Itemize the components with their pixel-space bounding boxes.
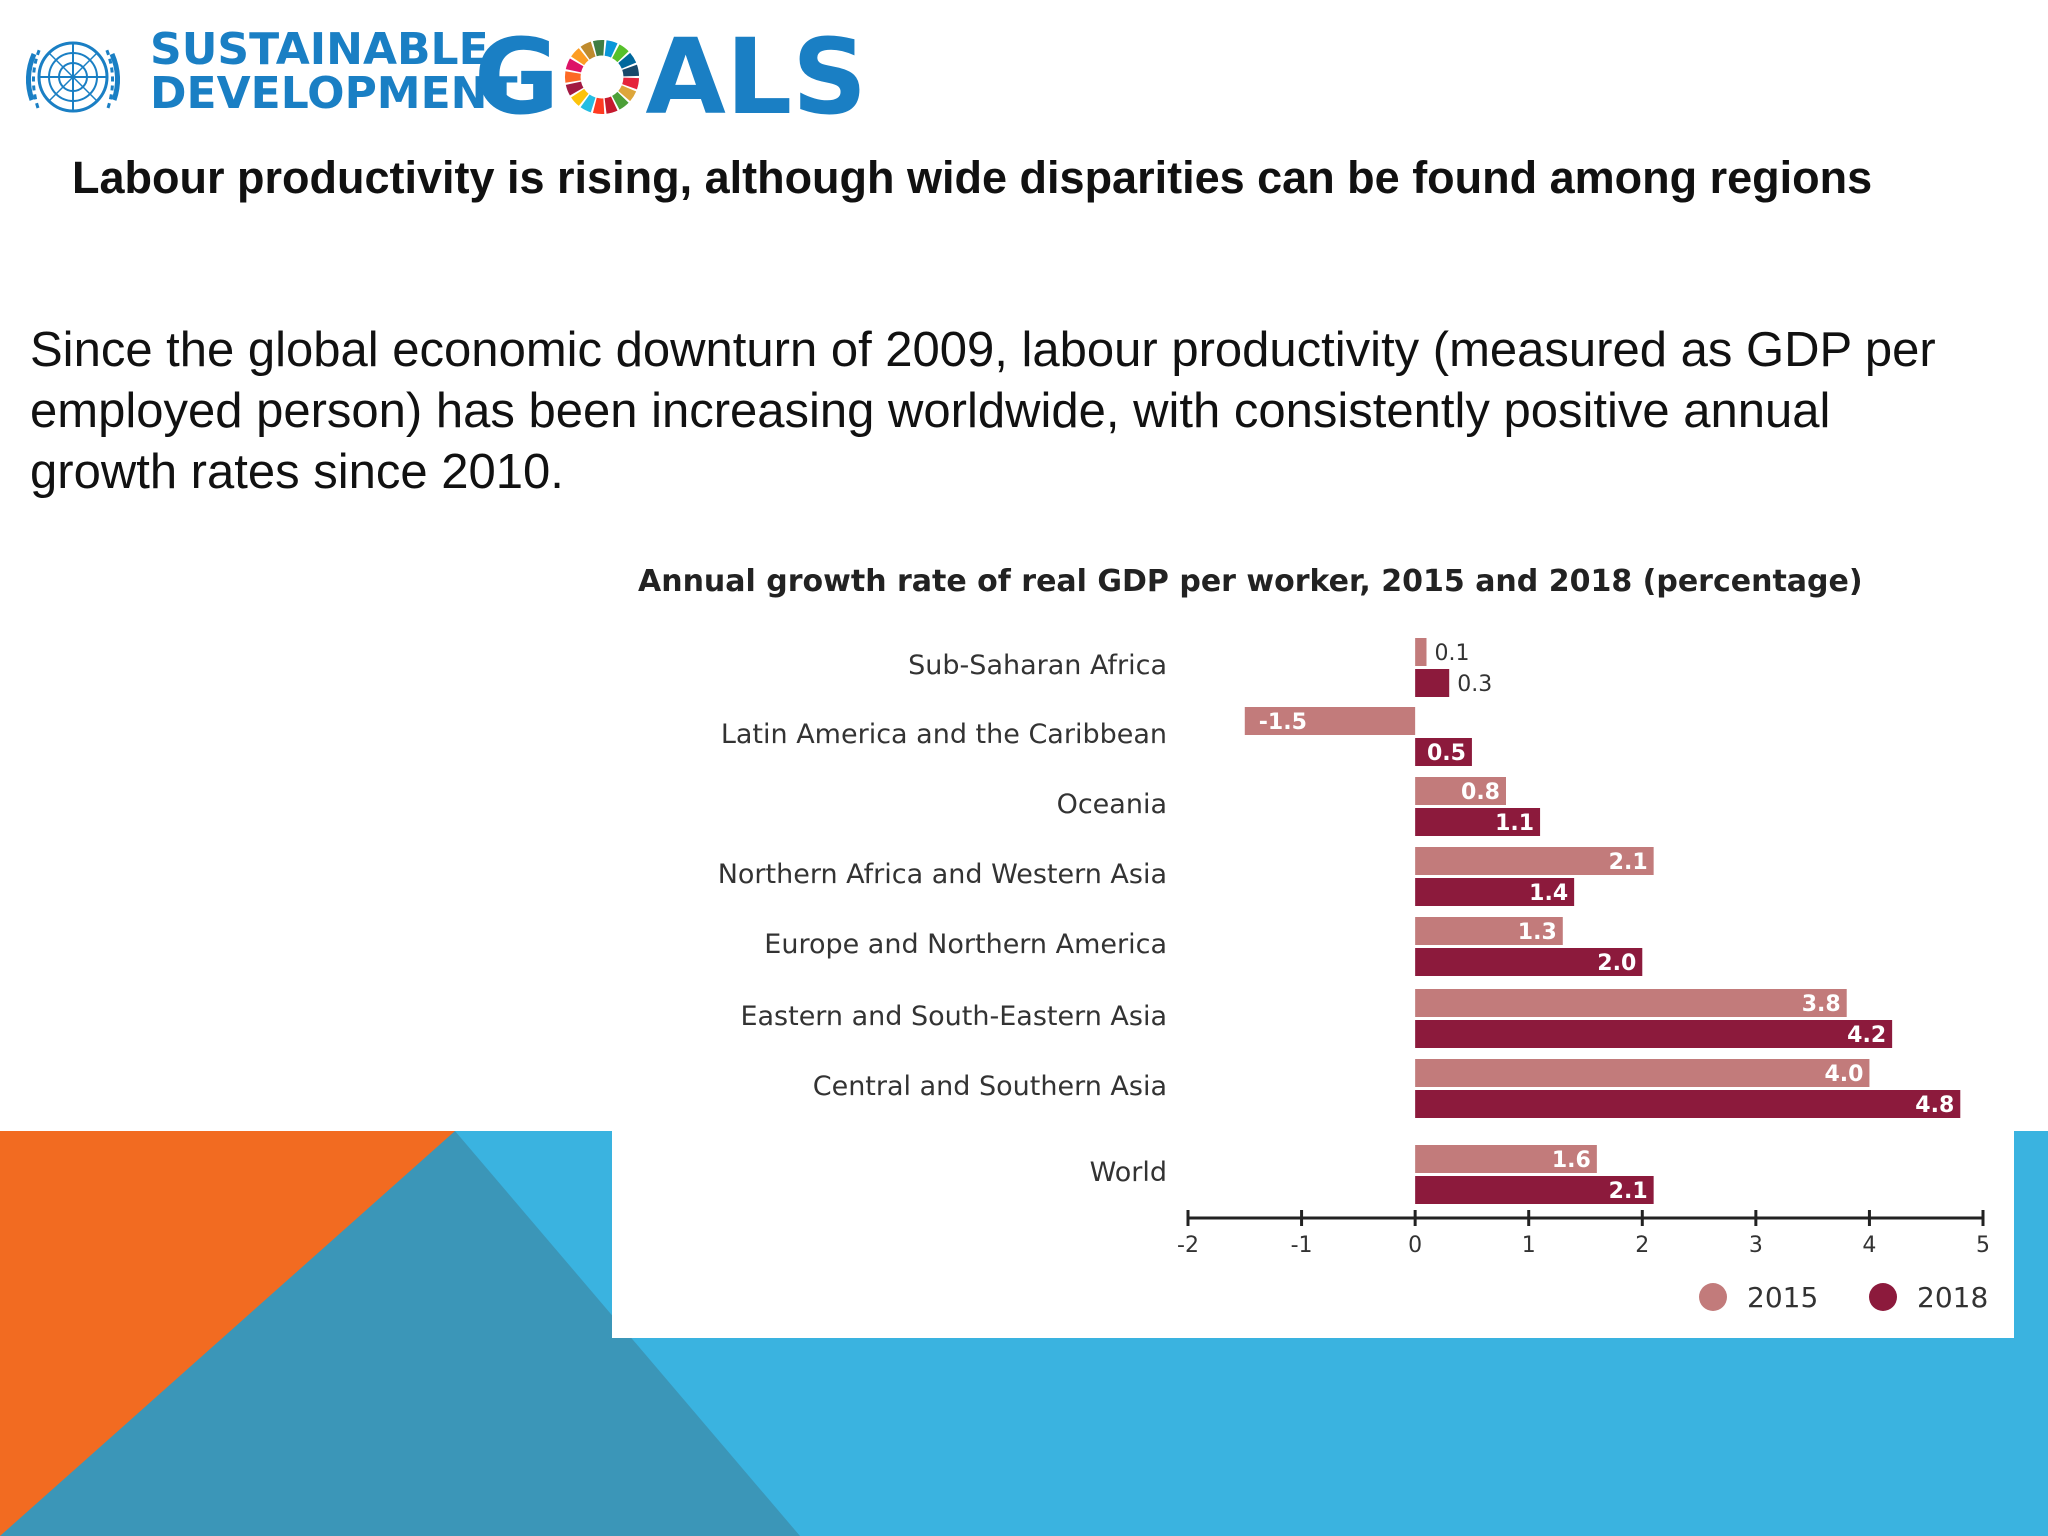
logo-goals-g: G: [474, 16, 560, 138]
data-label: -1.5: [1259, 710, 1307, 735]
data-label: 0.1: [1435, 641, 1470, 666]
x-tick-label: 5: [1976, 1233, 1990, 1258]
data-label: 3.8: [1802, 992, 1841, 1017]
data-label: 2.1: [1609, 1179, 1648, 1204]
orange-triangle: [0, 1131, 455, 1536]
bar-2015: [1415, 847, 1654, 875]
x-tick-label: 2: [1635, 1233, 1649, 1258]
sdg-wheel-segment: [571, 88, 589, 106]
sdg-wheel-segment: [580, 94, 596, 113]
bar-2018: [1415, 738, 1472, 766]
bar-2015: [1415, 638, 1427, 666]
bar-2015: [1415, 1145, 1597, 1173]
data-label: 0.8: [1461, 780, 1500, 805]
x-tick-label: 4: [1862, 1233, 1876, 1258]
sdg-wheel-segment: [580, 41, 596, 60]
bar-2018: [1415, 808, 1541, 836]
data-label: 4.8: [1915, 1093, 1954, 1118]
category-label: Europe and Northern America: [764, 929, 1167, 960]
x-tick-label: 3: [1749, 1233, 1763, 1258]
category-label: Central and Southern Asia: [813, 1071, 1167, 1102]
legend-swatch-2018: [1869, 1283, 1897, 1311]
sdg-logo: SUSTAINABLE DEVELOPMENT G ALS: [18, 22, 867, 132]
bar-2015: [1415, 1059, 1870, 1087]
bar-2015: [1244, 707, 1416, 735]
category-label: Eastern and South-Eastern Asia: [740, 1001, 1167, 1032]
chart-panel: Annual growth rate of real GDP per worke…: [612, 555, 2014, 1338]
bar-2018: [1415, 669, 1450, 697]
sdg-wheel-icon: [565, 39, 640, 115]
sdg-wheel-segment: [593, 97, 605, 115]
bar-2018: [1415, 948, 1643, 976]
data-label: 1.4: [1529, 881, 1568, 906]
un-emblem-icon: [26, 41, 120, 113]
sdg-wheel-segment: [622, 77, 640, 90]
sdg-wheel-segment: [618, 85, 637, 102]
sdg-wheel-segment: [571, 48, 589, 66]
bar-2018: [1415, 1020, 1893, 1048]
sdg-wheel-segment: [565, 71, 582, 83]
bar-2018: [1415, 1176, 1654, 1204]
category-label: Oceania: [1057, 789, 1167, 820]
data-label: 0.5: [1427, 741, 1466, 766]
x-tick-label: -1: [1291, 1233, 1313, 1258]
page-headline: Labour productivity is rising, although …: [72, 152, 1873, 203]
category-label: Latin America and the Caribbean: [721, 719, 1167, 750]
logo-goals-wordmark: G ALS: [474, 22, 867, 132]
sdg-wheel-segment: [593, 39, 605, 57]
sdg-wheel-segment: [622, 64, 640, 77]
legend-label-2015: 2015: [1747, 1281, 1818, 1314]
data-label: 0.3: [1457, 672, 1492, 697]
sdg-wheel-segment: [604, 96, 618, 114]
body-paragraph: Since the global economic downturn of 20…: [30, 323, 1936, 499]
bar-2018: [1415, 878, 1575, 906]
chart-title: Annual growth rate of real GDP per worke…: [638, 564, 1863, 599]
x-tick-label: -2: [1177, 1233, 1199, 1258]
sdg-wheel-segment: [618, 52, 637, 69]
logo-goals-rest: ALS: [645, 16, 868, 138]
category-label: Sub-Saharan Africa: [908, 650, 1167, 681]
category-label: World: [1090, 1157, 1167, 1188]
category-label: Northern Africa and Western Asia: [718, 859, 1167, 890]
bar-chart: Annual growth rate of real GDP per worke…: [638, 564, 1990, 1314]
bar-2018: [1415, 1090, 1961, 1118]
x-tick-label: 0: [1408, 1233, 1422, 1258]
data-label: 2.0: [1597, 951, 1636, 976]
data-label: 1.3: [1518, 920, 1557, 945]
sdg-wheel-segment: [612, 91, 629, 110]
sdg-wheel-segment: [612, 44, 629, 63]
bar-2015: [1415, 989, 1847, 1017]
legend-swatch-2015: [1699, 1283, 1727, 1311]
logo-line-sustainable: SUSTAINABLE: [150, 24, 489, 75]
sdg-wheel-segment: [604, 40, 618, 58]
logo-line-development: DEVELOPMENT: [150, 68, 518, 119]
data-label: 1.6: [1552, 1148, 1591, 1173]
bar-2015: [1415, 777, 1506, 805]
sdg-wheel-segment: [566, 58, 584, 73]
data-label: 2.1: [1609, 850, 1648, 875]
bar-2015: [1415, 917, 1563, 945]
data-label: 1.1: [1495, 811, 1534, 836]
data-label: 4.2: [1847, 1023, 1886, 1048]
legend-label-2018: 2018: [1917, 1281, 1988, 1314]
sdg-wheel-segment: [566, 81, 584, 96]
data-label: 4.0: [1824, 1062, 1863, 1087]
x-tick-label: 1: [1522, 1233, 1536, 1258]
